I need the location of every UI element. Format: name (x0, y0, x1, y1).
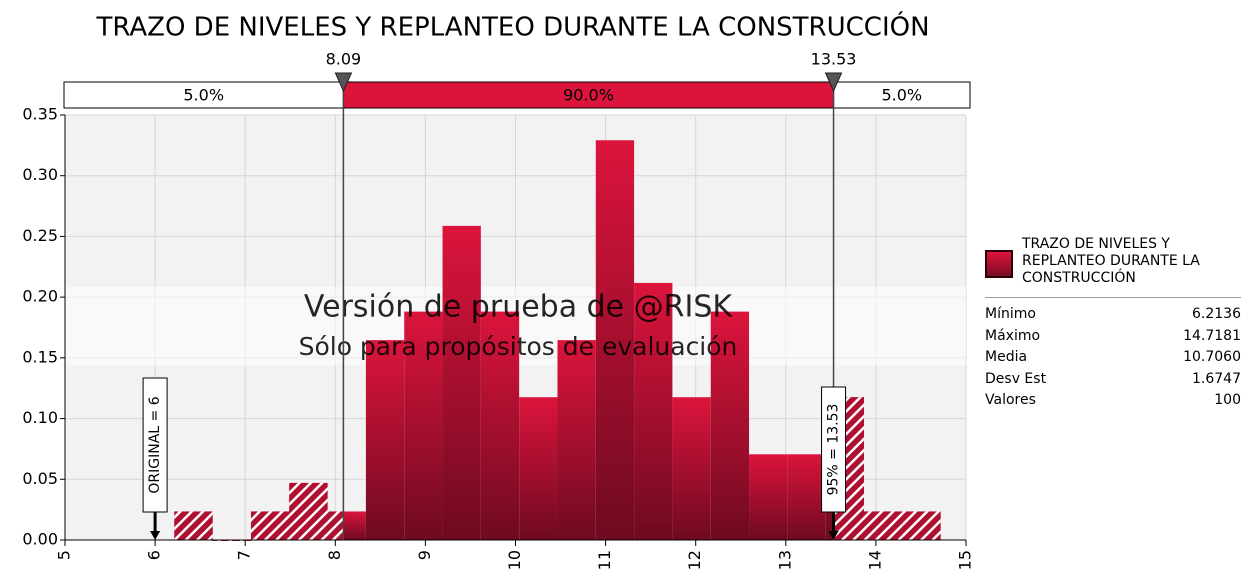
x-tick-label: 14 (865, 550, 884, 570)
delimiter-handle (824, 72, 843, 93)
delimiter-label: 8.09 (326, 50, 362, 69)
x-tick-label: 7 (235, 550, 254, 560)
stats-row: Valores 100 (985, 390, 1241, 412)
stats-row: Desv Est 1.6747 (985, 369, 1241, 391)
bar (787, 454, 826, 540)
marker-label: 95% = 13.53 (826, 404, 842, 496)
stats-row: Máximo 14.7181 (985, 326, 1241, 348)
stats-row: Media 10.7060 (985, 347, 1241, 369)
stat-name: Desv Est (985, 370, 1047, 387)
stats-table: Mínimo 6.2136 Máximo 14.7181 Media 10.7060 Des… (985, 304, 1243, 412)
legend: TRAZO DE NIVELES Y REPLANTEO DURANTE LA … (985, 236, 1243, 412)
marker-label: ORIGINAL = 6 (147, 396, 163, 493)
stat-name: Media (985, 349, 1028, 365)
band (833, 81, 971, 109)
watermark-text: Versión de prueba de @RISK (304, 290, 733, 325)
band-label: 5.0% (881, 86, 922, 105)
watermark-text: Sólo para propósitos de evaluación (299, 332, 738, 361)
bar (749, 454, 788, 540)
hatch-overlay (250, 511, 290, 540)
stat-value: 1.6747 (1192, 370, 1241, 387)
bar (442, 225, 481, 540)
bar (480, 311, 520, 540)
legend-swatch (985, 250, 1013, 278)
hatch-overlay (863, 511, 903, 540)
marker-arrow (828, 531, 839, 540)
stat-name: Máximo (985, 327, 1041, 344)
stat-value: 6.2136 (1192, 306, 1241, 322)
marker-arrow (150, 531, 161, 540)
separator (985, 297, 1241, 298)
bar (365, 340, 405, 540)
hatch-overlay (902, 511, 941, 540)
y-tick-label: 0.15 (22, 347, 58, 366)
band (63, 81, 344, 109)
x-tick-label: 5 (55, 550, 74, 560)
x-tick-label: 11 (595, 550, 614, 570)
y-tick-label: 0.00 (22, 530, 58, 549)
bar (634, 282, 673, 540)
x-tick-label: 10 (505, 550, 524, 570)
marker-box (142, 377, 168, 513)
band-label: 90.0% (563, 86, 614, 105)
chart-title: TRAZO DE NIVELES Y REPLANTEO DURANTE LA … (95, 11, 929, 43)
y-tick-label: 0.20 (22, 287, 58, 306)
x-tick-label: 6 (145, 550, 164, 560)
legend-label: TRAZO DE NIVELES Y REPLANTEO DURANTE LA … (1022, 236, 1200, 286)
stat-value: 14.7181 (1183, 327, 1241, 344)
bar (710, 311, 750, 540)
stat-value: 10.7060 (1183, 349, 1241, 365)
stat-value: 100 (1214, 392, 1241, 408)
y-tick-label: 0.25 (22, 226, 58, 245)
x-tick-label: 15 (956, 550, 975, 570)
bar (404, 311, 443, 540)
y-tick-label: 0.35 (22, 105, 58, 124)
hatch-overlay (174, 511, 213, 540)
stat-name: Valores (985, 392, 1036, 408)
delimiter-label: 13.53 (811, 50, 857, 69)
marker-box (821, 386, 847, 513)
stat-name: Mínimo (985, 306, 1036, 322)
x-tick-label: 12 (685, 550, 704, 570)
y-tick-label: 0.30 (22, 165, 58, 184)
x-tick-label: 8 (325, 550, 344, 560)
band-label: 5.0% (183, 86, 224, 105)
delimiter-handle (334, 72, 353, 93)
band (342, 81, 835, 109)
bar (595, 140, 635, 540)
y-tick-label: 0.05 (22, 469, 58, 488)
bar (519, 397, 558, 540)
x-tick-label: 9 (415, 550, 434, 560)
hatch-overlay (327, 511, 344, 540)
stats-row: Mínimo 6.2136 (985, 304, 1241, 326)
bar (672, 397, 711, 540)
bar (557, 340, 596, 540)
x-tick-label: 13 (775, 550, 794, 570)
y-tick-label: 0.10 (22, 408, 58, 427)
hatch-overlay (289, 482, 328, 540)
